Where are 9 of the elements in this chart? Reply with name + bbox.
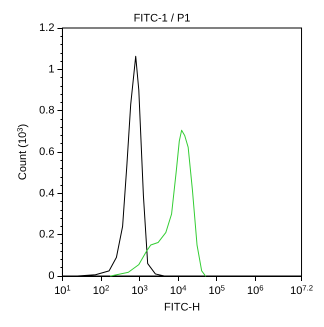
y-tick-label: 0.4 — [39, 187, 54, 200]
chart-title: FITC-1 / P1 — [134, 12, 190, 24]
y-tick-label: 0.6 — [39, 146, 54, 158]
y-tick-label: 0 — [48, 270, 54, 282]
y-tick-label: 0.8 — [39, 104, 54, 117]
y-tick-label: 1 — [48, 63, 54, 76]
y-tick-label: 1.2 — [39, 22, 54, 34]
y-tick-label: 0.2 — [39, 228, 54, 241]
x-axis-title: FITC-H — [164, 302, 200, 314]
